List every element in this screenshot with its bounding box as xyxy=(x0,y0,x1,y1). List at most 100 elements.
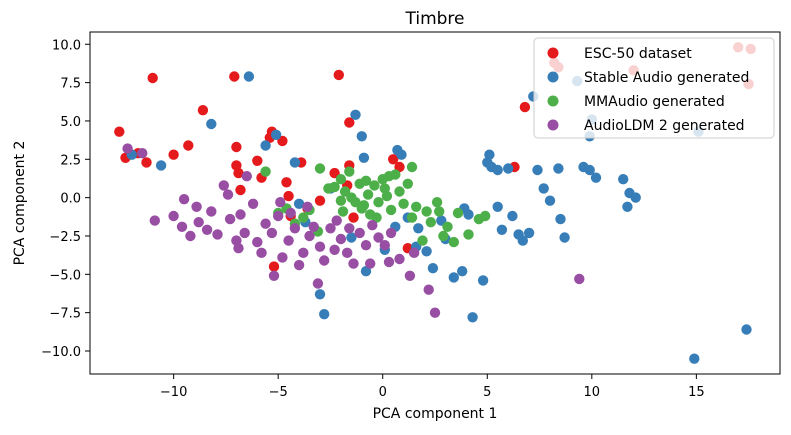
point-series-2-25 xyxy=(398,198,409,209)
point-series-2-31 xyxy=(425,217,436,228)
point-series-0-0 xyxy=(114,126,125,137)
point-series-3-35 xyxy=(354,227,365,239)
point-series-1-28 xyxy=(484,149,495,160)
point-series-3-50 xyxy=(268,270,280,281)
point-series-2-27 xyxy=(406,212,418,223)
point-series-1-43 xyxy=(555,213,566,225)
point-series-2-22 xyxy=(385,204,397,216)
point-series-1-26 xyxy=(477,275,489,286)
point-series-2-29 xyxy=(417,235,428,246)
y-tick-label: −10.0 xyxy=(41,345,81,360)
x-tick-label: 10 xyxy=(584,385,601,400)
point-series-3-4 xyxy=(176,221,188,232)
plot-frame xyxy=(89,31,781,375)
point-series-3-42 xyxy=(404,270,416,281)
legend-label-3: AudioLDM 2 generated xyxy=(584,118,745,134)
point-series-1-10 xyxy=(319,309,330,320)
point-series-3-34 xyxy=(348,258,359,269)
point-series-3-16 xyxy=(252,236,263,248)
point-series-2-19 xyxy=(373,197,384,208)
point-series-2-28 xyxy=(411,201,422,212)
point-series-2-34 xyxy=(442,221,453,232)
x-tick-label: 0 xyxy=(379,385,387,400)
y-tick-label: 0.0 xyxy=(60,192,81,207)
point-series-3-24 xyxy=(293,259,305,271)
point-series-2-44 xyxy=(379,183,390,194)
point-series-1-22 xyxy=(448,272,459,283)
point-series-3-28 xyxy=(314,241,326,252)
point-series-3-60 xyxy=(285,207,296,219)
point-series-3-37 xyxy=(367,220,378,231)
point-series-1-12 xyxy=(350,109,361,121)
point-series-2-7 xyxy=(314,163,326,174)
point-series-1-31 xyxy=(492,201,503,212)
point-series-3-39 xyxy=(379,240,390,251)
point-series-2-4 xyxy=(298,212,309,223)
point-series-3-47 xyxy=(302,201,313,212)
point-series-3-2 xyxy=(149,215,160,226)
point-series-3-17 xyxy=(256,247,267,258)
point-series-0-3 xyxy=(141,157,152,168)
point-series-2-49 xyxy=(337,206,349,217)
point-series-3-3 xyxy=(168,210,179,222)
point-series-3-19 xyxy=(266,227,278,239)
x-tick-label: −5 xyxy=(269,385,288,400)
point-series-2-42 xyxy=(356,203,367,214)
x-axis-label: PCA component 1 xyxy=(373,406,498,422)
point-series-2-24 xyxy=(394,186,405,197)
point-series-1-42 xyxy=(553,163,564,174)
point-series-3-7 xyxy=(201,224,213,235)
point-series-3-14 xyxy=(241,171,252,182)
point-series-1-49 xyxy=(584,164,595,176)
y-tick-label: −5.0 xyxy=(49,268,81,283)
point-series-2-26 xyxy=(402,178,413,189)
point-series-2-39 xyxy=(480,210,491,222)
point-series-3-56 xyxy=(191,201,202,212)
point-series-1-34 xyxy=(507,210,518,222)
point-series-0-5 xyxy=(168,149,179,160)
point-series-2-9 xyxy=(329,181,340,193)
point-series-2-35 xyxy=(448,236,459,248)
point-series-0-30 xyxy=(388,154,399,165)
point-series-2-43 xyxy=(371,212,382,223)
point-series-2-36 xyxy=(452,207,464,219)
point-series-3-9 xyxy=(212,229,223,240)
point-series-1-4 xyxy=(260,140,271,151)
point-series-3-6 xyxy=(193,217,204,228)
point-series-3-48 xyxy=(275,197,286,208)
point-series-3-30 xyxy=(325,223,336,234)
point-series-0-29 xyxy=(348,212,359,223)
point-series-0-23 xyxy=(314,195,326,206)
point-series-3-51 xyxy=(312,278,324,289)
point-series-2-33 xyxy=(438,230,449,242)
point-series-3-41 xyxy=(394,253,405,265)
point-series-1-58 xyxy=(346,232,357,243)
point-series-1-44 xyxy=(559,232,570,243)
point-series-1-59 xyxy=(360,266,372,277)
point-series-0-7 xyxy=(197,105,209,116)
point-series-3-20 xyxy=(273,210,284,222)
point-series-0-33 xyxy=(268,261,280,272)
point-series-0-25 xyxy=(333,69,344,81)
legend-marker-1 xyxy=(547,71,559,83)
x-tick-label: −10 xyxy=(160,385,187,400)
point-series-0-35 xyxy=(519,101,531,113)
point-series-3-40 xyxy=(385,227,397,239)
point-series-2-46 xyxy=(406,161,418,173)
y-tick-label: −2.5 xyxy=(49,230,81,245)
y-tick-label: 10.0 xyxy=(52,38,81,53)
point-series-3-1 xyxy=(137,148,148,159)
point-series-2-37 xyxy=(463,229,474,240)
point-series-1-5 xyxy=(270,129,282,140)
point-series-0-13 xyxy=(252,155,263,166)
y-axis-ticks: −10.0 −7.5 −5.0 −2.5 0.0 2.5 5.0 7.5 10.0 xyxy=(41,38,90,360)
point-series-2-10 xyxy=(335,195,347,206)
point-series-3-26 xyxy=(304,230,315,242)
point-series-0-18 xyxy=(281,177,292,188)
point-series-1-36 xyxy=(517,235,528,246)
point-series-1-50 xyxy=(590,172,602,183)
point-series-3-10 xyxy=(218,180,229,191)
point-series-3-21 xyxy=(277,252,288,263)
y-tick-label: 5.0 xyxy=(60,115,81,130)
point-series-3-58 xyxy=(222,189,234,200)
